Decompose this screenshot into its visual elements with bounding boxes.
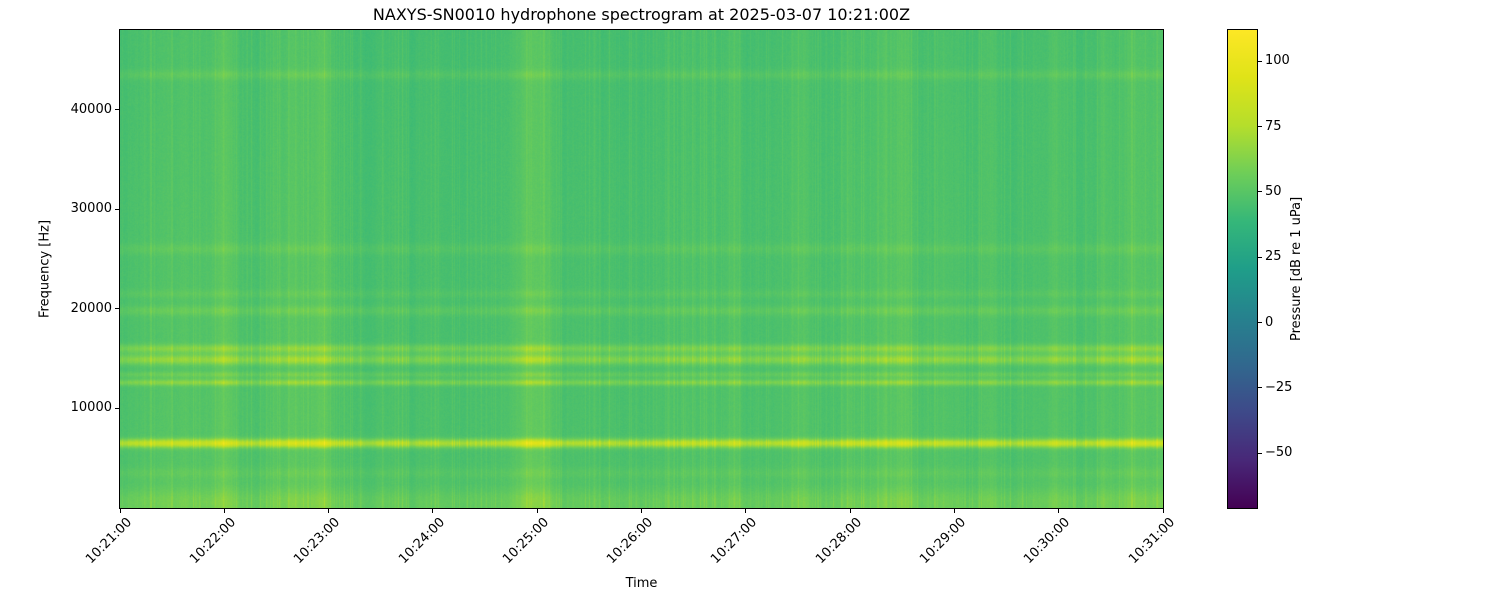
x-tick-label: 10:25:00 (499, 515, 552, 567)
y-tick-label: 20000 (70, 300, 112, 316)
y-tick-mark (115, 208, 119, 210)
x-tick-mark (119, 509, 121, 513)
colorbar-label: Pressure [dB re 1 uPa] (1289, 196, 1304, 342)
y-tick-mark (115, 407, 119, 409)
spectrogram-heatmap (120, 30, 1163, 508)
x-tick-mark (536, 509, 538, 513)
y-tick-mark (115, 308, 119, 310)
colorbar-tick-mark (1258, 60, 1262, 62)
x-tick-mark (328, 509, 330, 513)
colorbar-tick-label: −25 (1265, 379, 1293, 395)
colorbar-tick-label: 0 (1265, 314, 1274, 330)
y-tick-mark (115, 109, 119, 111)
x-tick-label: 10:23:00 (291, 515, 344, 567)
x-tick-mark (849, 509, 851, 513)
y-tick-label: 10000 (70, 400, 112, 416)
colorbar-tick-mark (1258, 452, 1262, 454)
x-tick-mark (1162, 509, 1164, 513)
chart-title: NAXYS-SN0010 hydrophone spectrogram at 2… (372, 5, 911, 24)
x-tick-mark (223, 509, 225, 513)
x-tick-label: 10:27:00 (708, 515, 761, 567)
colorbar-tick-mark (1258, 256, 1262, 258)
x-axis-label: Time (625, 576, 658, 591)
colorbar-gradient (1227, 29, 1258, 509)
x-tick-mark (953, 509, 955, 513)
colorbar-tick-label: 25 (1265, 249, 1282, 265)
x-tick-label: 10:24:00 (395, 515, 448, 567)
colorbar-tick-mark (1258, 322, 1262, 324)
x-tick-label: 10:21:00 (82, 515, 135, 567)
x-tick-mark (432, 509, 434, 513)
y-tick-label: 30000 (70, 201, 112, 217)
x-tick-label: 10:28:00 (812, 515, 865, 567)
colorbar-tick-label: 50 (1265, 183, 1282, 199)
colorbar-tick-mark (1258, 126, 1262, 128)
colorbar-tick-label: 100 (1265, 53, 1290, 69)
colorbar-tick-label: 75 (1265, 118, 1282, 134)
colorbar-tick-mark (1258, 387, 1262, 389)
x-tick-label: 10:29:00 (917, 515, 970, 567)
x-tick-mark (641, 509, 642, 513)
colorbar-tick-mark (1258, 191, 1262, 193)
colorbar-tick-label: −50 (1265, 445, 1293, 461)
x-tick-label: 10:22:00 (187, 515, 239, 567)
x-tick-label: 10:31:00 (1125, 515, 1178, 567)
x-tick-mark (1058, 509, 1060, 513)
y-tick-label: 40000 (70, 101, 112, 117)
plot-area (119, 29, 1164, 509)
x-tick-label: 10:26:00 (604, 515, 657, 567)
x-tick-label: 10:30:00 (1021, 515, 1074, 567)
x-tick-mark (745, 509, 747, 513)
